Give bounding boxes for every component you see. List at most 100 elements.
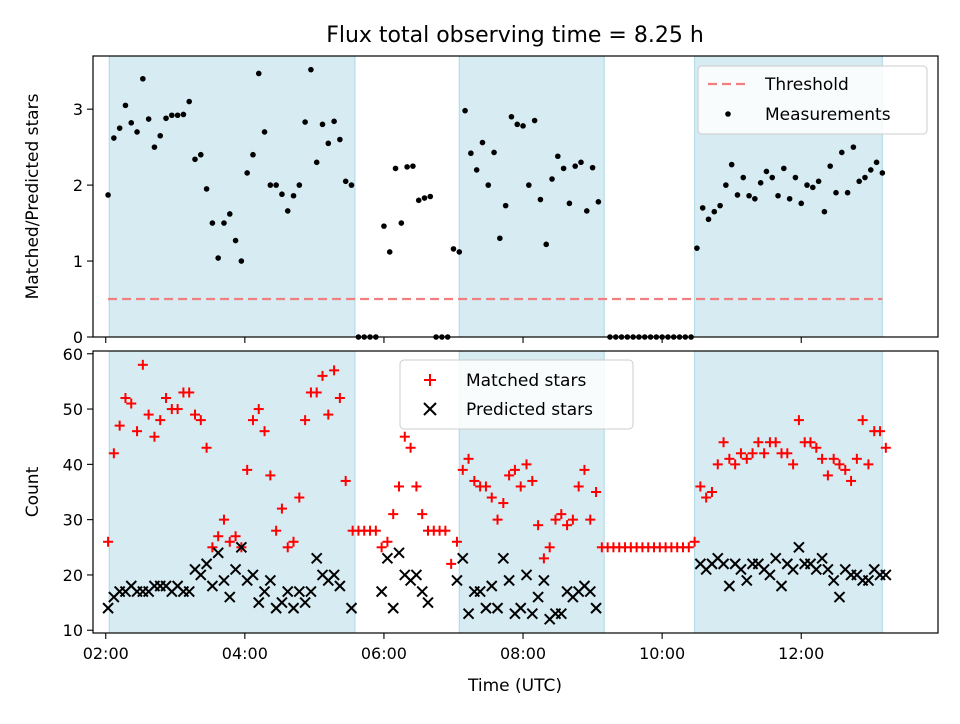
matched-star-point [190, 409, 201, 420]
predicted-star-point [293, 585, 306, 598]
predicted-star-d2 [299, 596, 311, 609]
predicted-star-d2 [311, 552, 323, 565]
predicted-star-point [416, 585, 428, 598]
matched-star-point [544, 542, 555, 553]
measurement-point [209, 220, 216, 226]
y-tick-label: 3 [73, 100, 83, 119]
predicted-star-d2 [787, 563, 799, 576]
matched-star-point [486, 492, 497, 503]
predicted-star-d2 [758, 563, 770, 576]
legend-measurement-swatch [725, 111, 731, 117]
predicted-star-d2 [305, 585, 317, 598]
measurement-point [174, 112, 181, 119]
matched-star-point [689, 536, 700, 547]
matched-star-point [782, 448, 793, 459]
matched-star-point [822, 470, 833, 481]
predicted-star-point [793, 541, 805, 554]
matched-star-point [492, 514, 503, 525]
measurement-point [752, 195, 758, 202]
chart-title: Flux total observing time = 8.25 h [326, 23, 704, 48]
x-tick-label: 02:00 [83, 644, 129, 663]
predicted-star-d2 [328, 569, 340, 581]
matched-star-point [230, 531, 241, 542]
measurement-point [815, 178, 822, 185]
predicted-star-d2 [102, 602, 114, 614]
predicted-star-point [822, 563, 834, 576]
matched-star-point [207, 542, 218, 553]
measurement-point [804, 182, 810, 188]
predicted-star-d2 [480, 602, 492, 614]
y-tick-label: 30 [63, 511, 83, 530]
matched-star-point [527, 475, 538, 486]
y-tick-label: 20 [63, 566, 83, 585]
predicted-star-point [299, 596, 311, 609]
y-tick-label: 10 [63, 621, 83, 640]
matched-star-point [857, 415, 868, 426]
measurement-point [456, 249, 463, 255]
matched-star-point [863, 459, 874, 470]
predicted-star-d2 [729, 558, 741, 570]
matched-star-point [591, 487, 602, 497]
predicted-star-point [787, 563, 799, 576]
legend-matched-label: Matched stars [466, 371, 586, 391]
matched-star-point [120, 393, 131, 403]
x-tick-label: 04:00 [222, 644, 268, 663]
matched-star-point [817, 453, 828, 464]
matched-star-point [469, 475, 480, 486]
measurement-point [549, 176, 555, 182]
predicted-star-d2 [451, 574, 463, 587]
predicted-star-d2 [793, 541, 805, 554]
measurement-point [192, 156, 198, 163]
predicted-star-point [183, 585, 195, 598]
predicted-star-d2 [532, 591, 544, 603]
matched-star-point [521, 459, 532, 470]
matched-star-point [875, 426, 886, 437]
predicted-star-d2 [125, 580, 137, 592]
matched-star-point [683, 542, 694, 553]
predicted-star-d2 [561, 585, 573, 598]
predicted-star-d2 [578, 580, 591, 592]
predicted-star-d2 [247, 569, 259, 581]
predicted-star-point [491, 602, 504, 614]
matched-star-point [242, 464, 253, 475]
measurement-point [140, 75, 146, 82]
measurement-point [468, 150, 474, 157]
predicted-star-d2 [822, 563, 834, 576]
matched-star-point [538, 553, 549, 564]
predicted-star-d2 [462, 607, 475, 620]
axes-frame [92, 350, 939, 634]
predicted-star-d2 [775, 580, 788, 592]
matched-star-point [851, 453, 862, 464]
measurement-point [798, 200, 805, 207]
matched-star-point [440, 525, 451, 536]
predicted-star-point [102, 602, 114, 614]
predicted-star-point [474, 585, 486, 598]
measurement-point [555, 153, 561, 160]
measurement-point [331, 118, 337, 125]
measurement-point [302, 119, 308, 125]
predicted-star-d2 [503, 574, 515, 587]
predicted-star-d2 [880, 569, 892, 581]
measurement-point [537, 196, 544, 203]
predicted-star-d2 [526, 607, 539, 620]
measurement-point [128, 120, 135, 126]
matched-star-point [741, 453, 752, 464]
measurement-point [595, 199, 602, 205]
predicted-star-d2 [491, 602, 504, 614]
measurement-point [479, 139, 486, 146]
predicted-star-d2 [422, 596, 434, 609]
matched-star-point [480, 481, 491, 492]
axes-frame [92, 55, 939, 338]
measurement-point [844, 189, 851, 196]
predicted-star-point [264, 574, 277, 587]
matched-star-point [759, 448, 770, 459]
predicted-star-d2 [712, 552, 724, 565]
predicted-star-d2 [264, 574, 277, 587]
measurement-point [699, 205, 706, 211]
predicted-star-point [480, 602, 492, 614]
measurement-point [296, 182, 303, 188]
predicted-star-point [195, 569, 207, 581]
measurement-point [694, 245, 700, 251]
